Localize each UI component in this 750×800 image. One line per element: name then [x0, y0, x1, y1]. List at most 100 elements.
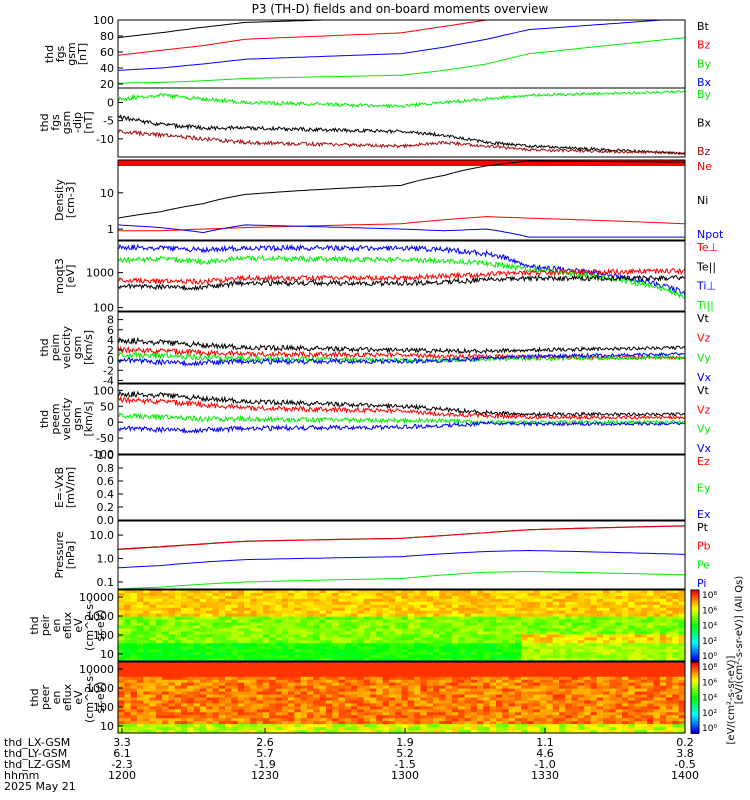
heatmap-cell: [143, 718, 151, 723]
heatmap-cell: [678, 703, 685, 708]
heatmap-cell: [433, 730, 441, 733]
heatmap-cell: [521, 634, 529, 639]
heatmap-cell: [603, 604, 611, 609]
colorbar-label: [eV/(cm²-s-sr-eV)]: [726, 655, 737, 744]
heatmap-cell: [199, 703, 208, 708]
heatmap-cell: [628, 601, 636, 606]
heatmap-cell: [647, 730, 655, 733]
heatmap-cell: [382, 730, 390, 733]
heatmap-cell: [357, 673, 365, 678]
x-row-value: 1330: [531, 769, 559, 782]
heatmap-cell: [244, 604, 252, 609]
heatmap-cell: [149, 655, 157, 660]
heatmap-cell: [647, 694, 655, 699]
heatmap-cell: [136, 601, 145, 606]
heatmap-cell: [426, 601, 434, 606]
heatmap-cell: [332, 688, 340, 693]
heatmap-cell: [162, 622, 170, 627]
heatmap-cell: [338, 631, 346, 636]
heatmap-cell: [533, 590, 542, 594]
heatmap-cell: [244, 706, 252, 711]
heatmap-cell: [187, 694, 195, 699]
heatmap-cell: [540, 601, 548, 606]
heatmap-cell: [483, 706, 491, 711]
heatmap-cell: [357, 613, 365, 618]
heatmap-cell: [527, 673, 535, 678]
heatmap-cell: [451, 712, 460, 717]
heatmap-cell: [559, 662, 567, 666]
heatmap-cell: [634, 643, 642, 648]
heatmap-cell: [319, 631, 327, 636]
heatmap-cell: [546, 691, 554, 696]
heatmap-cell: [174, 706, 182, 711]
heatmap-cell: [256, 640, 264, 645]
heatmap-cell: [206, 718, 214, 723]
heatmap-cell: [225, 703, 233, 708]
heatmap-cell: [206, 590, 214, 594]
heatmap-cell: [162, 670, 170, 675]
heatmap-cell: [262, 673, 271, 678]
heatmap-cell: [395, 724, 403, 729]
x-row-value: 1.9: [396, 736, 414, 749]
heatmap-cell: [174, 649, 182, 654]
heatmap-cell: [628, 679, 636, 684]
heatmap-cell: [640, 590, 649, 594]
heatmap-cell: [225, 682, 233, 687]
heatmap-cell: [382, 706, 390, 711]
heatmap-cell: [149, 616, 157, 621]
heatmap-cell: [615, 730, 623, 733]
heatmap-cell: [300, 688, 308, 693]
heatmap-cell: [319, 634, 327, 639]
heatmap-cell: [370, 703, 378, 708]
heatmap-cell: [294, 688, 302, 693]
heatmap-cell: [300, 709, 308, 714]
heatmap-cell: [540, 662, 548, 666]
heatmap-cell: [407, 715, 416, 720]
y-axis-label: moqt3[eV]: [53, 258, 77, 294]
heatmap-cell: [571, 643, 579, 648]
heatmap-cell: [458, 640, 466, 645]
heatmap-cell: [615, 610, 623, 615]
heatmap-cell: [659, 709, 668, 714]
heatmap-cell: [596, 598, 605, 603]
heatmap-cell: [439, 610, 447, 615]
heatmap-cell: [307, 592, 315, 597]
heatmap-cell: [678, 640, 685, 645]
heatmap-cell: [565, 640, 573, 645]
heatmap-cell: [288, 730, 296, 733]
heatmap-cell: [351, 622, 359, 627]
heatmap-cell: [225, 652, 233, 657]
heatmap-cell: [489, 643, 497, 648]
heatmap-cell: [382, 697, 390, 702]
heatmap-cell: [376, 643, 384, 648]
heatmap-cell: [307, 679, 315, 684]
heatmap-cell: [388, 688, 397, 693]
heatmap-cell: [363, 625, 371, 630]
heatmap-cell: [124, 637, 132, 642]
heatmap-cell: [603, 712, 611, 717]
heatmap-cell: [426, 670, 434, 675]
heatmap-cell: [118, 590, 126, 594]
heatmap-cell: [439, 592, 447, 597]
heatmap-cell: [136, 700, 145, 705]
heatmap-cell: [363, 595, 371, 600]
heatmap-cell: [275, 607, 283, 612]
heatmap-cell: [622, 691, 630, 696]
heatmap-cell: [628, 715, 636, 720]
heatmap-cell: [338, 706, 346, 711]
heatmap-cell: [143, 613, 151, 618]
heatmap-cell: [256, 682, 264, 687]
heatmap-cell: [231, 682, 239, 687]
heatmap-cell: [237, 667, 245, 672]
heatmap-cell: [514, 640, 523, 645]
heatmap-cell: [256, 619, 264, 624]
heatmap-cell: [388, 595, 397, 600]
heatmap-cell: [262, 712, 271, 717]
heatmap-cell: [149, 625, 157, 630]
heatmap-cell: [344, 616, 353, 621]
heatmap-cell: [634, 706, 642, 711]
heatmap-cell: [313, 688, 321, 693]
heatmap-cell: [609, 610, 617, 615]
heatmap-cell: [338, 670, 346, 675]
heatmap-cell: [357, 676, 365, 681]
